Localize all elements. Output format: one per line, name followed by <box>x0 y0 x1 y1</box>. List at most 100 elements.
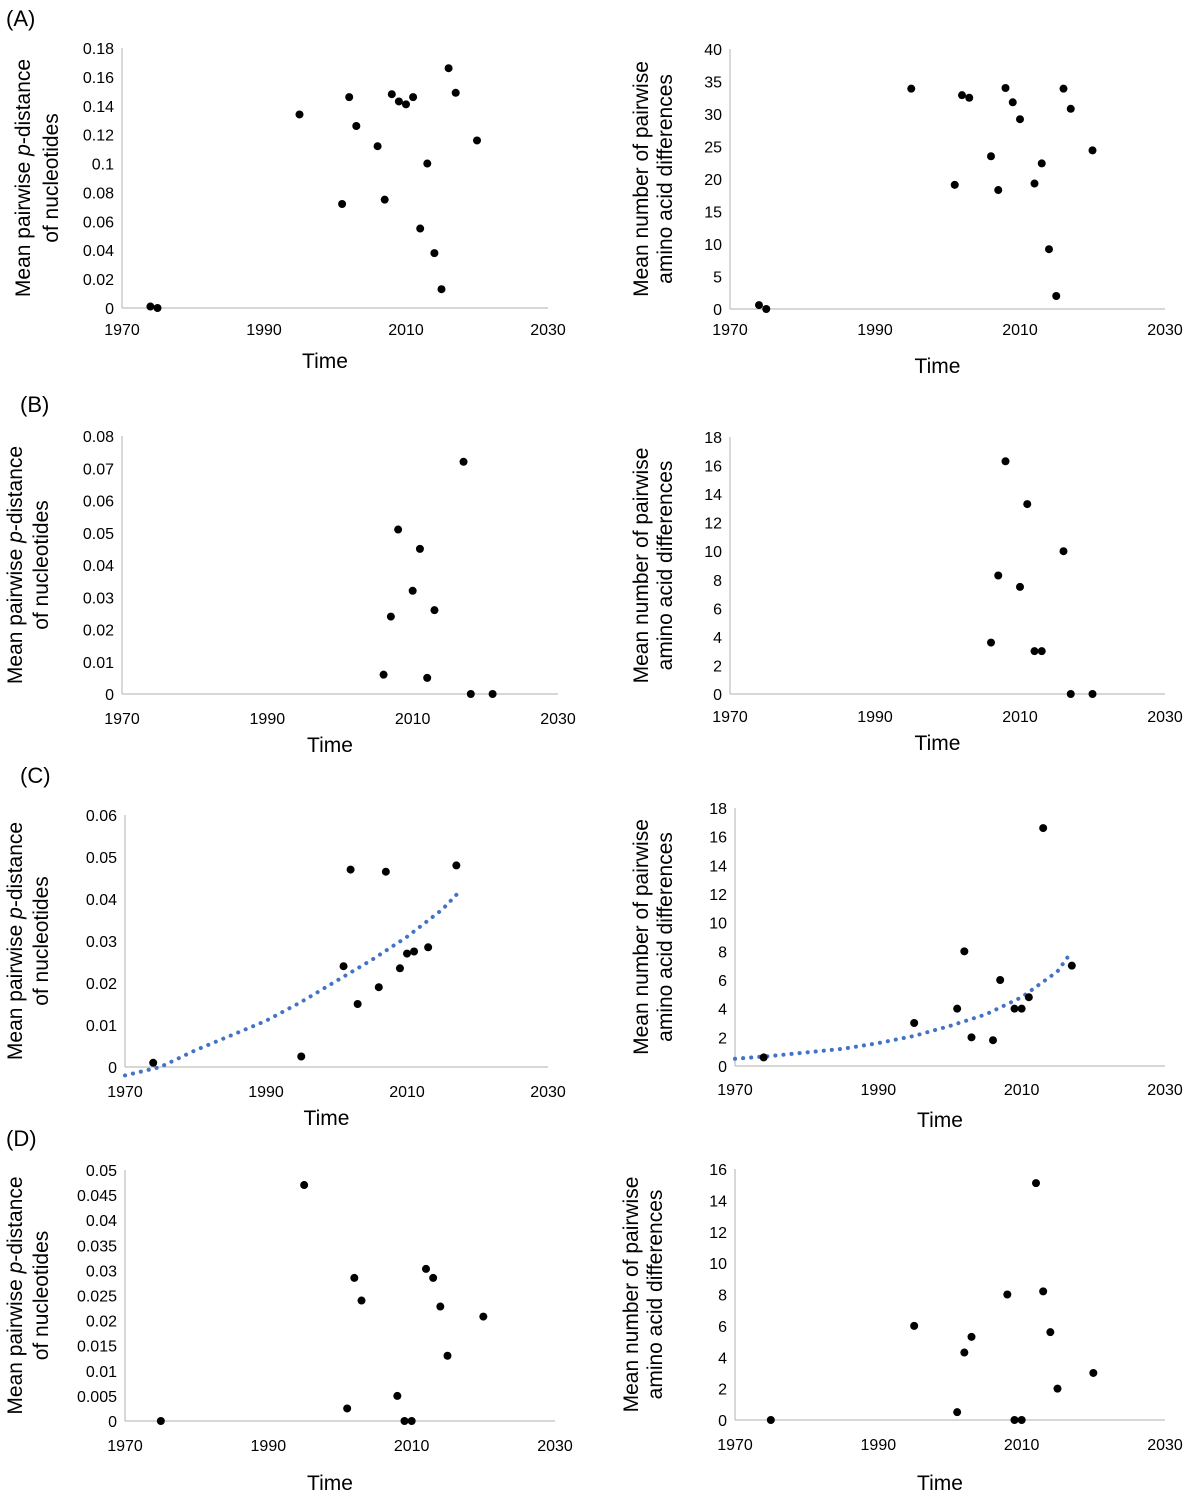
panel-label: (D) <box>6 1126 37 1151</box>
y-tick-label: 14 <box>704 487 722 504</box>
data-point <box>1052 292 1061 300</box>
data-point <box>1039 1287 1048 1296</box>
data-point <box>1024 993 1033 1002</box>
data-point <box>380 195 389 204</box>
data-point <box>1088 146 1097 155</box>
y-tick-label: 12 <box>709 1225 727 1242</box>
data-point <box>479 1312 488 1321</box>
y-tick-label: 40 <box>704 42 722 59</box>
y-tick-label: 0.01 <box>86 1018 117 1035</box>
data-point <box>1008 98 1017 107</box>
data-point <box>960 947 969 956</box>
data-point <box>1045 245 1053 254</box>
data-point <box>987 638 995 647</box>
data-point <box>1023 500 1032 509</box>
data-point <box>424 943 433 952</box>
y-tick-label: 0 <box>108 1060 117 1077</box>
data-point <box>1039 824 1048 833</box>
x-tick-label: 2030 <box>1147 1437 1183 1454</box>
data-point <box>394 525 403 534</box>
y-tick-label: 0.025 <box>77 1289 117 1306</box>
data-point <box>1001 457 1010 466</box>
data-point <box>766 1416 775 1424</box>
x-tick-label: 2030 <box>1147 322 1183 339</box>
y-tick-label: 0.03 <box>86 934 117 951</box>
y-tick-label: 0.1 <box>92 157 114 174</box>
x-tick-label: 1970 <box>104 322 140 339</box>
data-point <box>1059 84 1068 93</box>
data-point <box>373 142 382 151</box>
x-tick-label: 2010 <box>1002 322 1038 339</box>
data-point <box>429 1273 438 1282</box>
data-point <box>762 305 771 313</box>
data-point <box>353 1000 362 1008</box>
data-point <box>430 606 439 615</box>
x-tick-label: 2030 <box>1147 709 1183 726</box>
y-tick-label: 4 <box>718 1350 727 1367</box>
y-tick-label: 10 <box>709 916 727 933</box>
chart-panel-7: (D) 0 0.005 0.01 0.015 0.02 0.025 0.03 0.035 0.04… <box>4 1126 573 1495</box>
x-tick-label: 1970 <box>712 322 748 339</box>
y-tick-label: 14 <box>709 858 727 875</box>
data-point <box>339 962 348 971</box>
y-tick-label: 10 <box>709 1256 727 1273</box>
data-point <box>1001 84 1010 92</box>
data-point <box>357 1296 366 1305</box>
data-point <box>415 544 424 553</box>
data-point <box>387 90 396 99</box>
y-axis-title-line1: Mean pairwise p-distance <box>4 822 27 1060</box>
data-point <box>1003 1290 1012 1299</box>
y-tick-label: 2 <box>713 658 722 675</box>
data-point <box>1053 1384 1062 1393</box>
panel-label: (B) <box>20 392 49 417</box>
y-tick-label: 8 <box>713 573 722 590</box>
data-point <box>1032 1179 1040 1188</box>
y-axis-title-line1: Mean number of pairwise <box>620 1177 643 1413</box>
data-point <box>416 224 425 233</box>
data-point <box>394 97 403 106</box>
data-point <box>297 1052 306 1061</box>
y-axis-title-line2: of nucleotides <box>30 500 53 630</box>
data-point <box>149 1058 158 1067</box>
y-tick-label: 0.06 <box>86 808 117 825</box>
x-tick-label: 1970 <box>717 1082 753 1099</box>
y-tick-label: 0.16 <box>83 70 114 87</box>
y-tick-label: 0.02 <box>86 1314 117 1331</box>
data-point <box>960 1348 969 1357</box>
y-tick-label: 0.04 <box>86 892 117 909</box>
x-tick-label: 2030 <box>530 1084 566 1101</box>
panel-label: (C) <box>20 763 51 788</box>
y-tick-label: 16 <box>709 1162 727 1179</box>
data-point <box>395 964 404 973</box>
y-tick-label: 0.06 <box>83 494 114 511</box>
data-point <box>443 1351 452 1360</box>
x-tick-label: 1970 <box>717 1437 753 1454</box>
y-tick-label: 0.015 <box>77 1339 117 1356</box>
data-point <box>1030 647 1039 656</box>
y-axis-title-line1: Mean pairwise p-distance <box>4 1176 27 1414</box>
data-point <box>1010 1416 1019 1424</box>
x-axis-title: Time <box>307 1472 353 1495</box>
data-point <box>1030 179 1039 188</box>
chart-panel-5: (C) 0 0.01 0.02 0.03 0.04 0.05 0.06 1970 1990 2010… <box>4 763 566 1130</box>
x-tick-label: 2030 <box>537 1438 573 1455</box>
data-point <box>1016 582 1024 591</box>
y-tick-label: 6 <box>718 1319 727 1336</box>
chart-panel-6: 0 2 4 6 8 10 12 14 16 18 1970 1990 2010 2030 Time Mean … <box>630 801 1183 1132</box>
data-point <box>967 1033 976 1042</box>
y-axis-title-line2: of nucleotides <box>40 113 63 243</box>
y-tick-label: 0.02 <box>86 976 117 993</box>
x-axis-title: Time <box>307 734 353 757</box>
data-point <box>488 690 497 698</box>
data-point <box>409 93 418 102</box>
y-tick-label: 10 <box>704 237 722 254</box>
data-point <box>146 302 155 311</box>
data-point <box>345 93 354 102</box>
x-tick-label: 1990 <box>246 322 282 339</box>
data-point <box>994 186 1003 195</box>
data-point <box>1017 1416 1026 1424</box>
y-tick-label: 0.08 <box>83 185 114 202</box>
data-point <box>967 1332 976 1341</box>
y-tick-label: 2 <box>718 1382 727 1399</box>
x-tick-label: 1990 <box>857 709 893 726</box>
